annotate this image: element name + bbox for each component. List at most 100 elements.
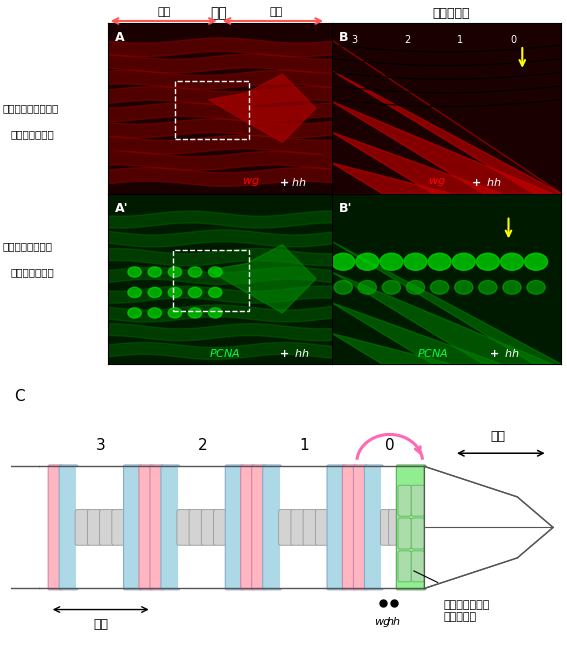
Text: $\mathit{PCNA}$: $\mathit{PCNA}$ (209, 347, 240, 359)
Text: $\mathit{wg}$: $\mathit{wg}$ (242, 176, 260, 188)
FancyBboxPatch shape (177, 510, 191, 545)
FancyBboxPatch shape (161, 465, 180, 590)
Circle shape (128, 308, 141, 318)
Circle shape (356, 253, 379, 270)
Text: 1: 1 (457, 35, 463, 45)
Circle shape (524, 253, 548, 270)
FancyBboxPatch shape (353, 465, 368, 590)
FancyBboxPatch shape (291, 510, 305, 545)
Text: 腹側: 腹側 (210, 7, 227, 20)
Text: 胴部: 胴部 (157, 7, 170, 17)
Text: 尾部: 尾部 (269, 7, 282, 17)
Circle shape (209, 267, 222, 277)
Text: C: C (14, 389, 25, 404)
Text: A': A' (115, 202, 128, 215)
Circle shape (148, 267, 162, 277)
Circle shape (128, 267, 141, 277)
Text: 一列の細胞での
増殖活性化: 一列の細胞での 増殖活性化 (443, 600, 489, 622)
Text: $\mathit{hh}$: $\mathit{hh}$ (504, 347, 519, 359)
Circle shape (358, 281, 376, 294)
Bar (280, 466, 329, 588)
FancyBboxPatch shape (398, 485, 411, 516)
Text: 0: 0 (510, 35, 516, 45)
Text: 3: 3 (352, 35, 358, 45)
Polygon shape (332, 132, 502, 194)
Text: ４倍に拡大: ４倍に拡大 (432, 7, 469, 20)
FancyBboxPatch shape (48, 465, 62, 590)
Polygon shape (332, 272, 552, 364)
Circle shape (148, 287, 162, 298)
FancyBboxPatch shape (150, 465, 164, 590)
Polygon shape (332, 241, 561, 364)
FancyBboxPatch shape (214, 510, 228, 545)
FancyBboxPatch shape (252, 465, 266, 590)
FancyBboxPatch shape (388, 510, 399, 545)
Circle shape (430, 281, 449, 294)
FancyBboxPatch shape (315, 510, 330, 545)
FancyBboxPatch shape (398, 551, 411, 582)
Circle shape (168, 287, 181, 298)
FancyBboxPatch shape (201, 510, 216, 545)
Polygon shape (332, 333, 451, 364)
Circle shape (452, 253, 475, 270)
Text: 2: 2 (198, 438, 208, 453)
FancyBboxPatch shape (124, 465, 142, 590)
Text: 1: 1 (299, 438, 309, 453)
Text: B': B' (338, 202, 352, 215)
FancyBboxPatch shape (398, 518, 411, 549)
Polygon shape (332, 163, 451, 194)
FancyBboxPatch shape (189, 510, 204, 545)
Circle shape (476, 253, 500, 270)
Polygon shape (332, 302, 502, 364)
Text: +: + (472, 178, 481, 188)
Circle shape (503, 281, 521, 294)
Bar (382, 466, 398, 588)
Text: B: B (338, 31, 348, 45)
FancyBboxPatch shape (411, 485, 424, 516)
Circle shape (455, 281, 473, 294)
Text: $\mathit{wg}$: $\mathit{wg}$ (428, 176, 446, 188)
Text: $\mathit{hh}$: $\mathit{hh}$ (294, 347, 309, 359)
Circle shape (332, 253, 354, 270)
Bar (173, 250, 249, 311)
Circle shape (428, 253, 451, 270)
FancyBboxPatch shape (365, 465, 383, 590)
Text: wg: wg (374, 617, 391, 626)
Polygon shape (209, 74, 316, 142)
FancyBboxPatch shape (396, 465, 426, 590)
FancyBboxPatch shape (327, 465, 346, 590)
Circle shape (501, 253, 523, 270)
Text: 2: 2 (404, 35, 411, 45)
Polygon shape (332, 40, 561, 194)
Circle shape (479, 281, 497, 294)
Text: 3: 3 (96, 438, 105, 453)
Circle shape (148, 308, 162, 318)
FancyBboxPatch shape (303, 510, 318, 545)
Circle shape (407, 281, 425, 294)
FancyBboxPatch shape (87, 510, 102, 545)
Circle shape (168, 267, 181, 277)
Text: $\mathit{hh}$: $\mathit{hh}$ (291, 176, 307, 188)
Circle shape (188, 287, 202, 298)
Text: hh: hh (387, 617, 400, 626)
Text: 体節: 体節 (93, 618, 108, 631)
Circle shape (128, 287, 141, 298)
FancyBboxPatch shape (380, 510, 391, 545)
Text: +: + (280, 178, 289, 188)
FancyBboxPatch shape (59, 465, 78, 590)
FancyBboxPatch shape (278, 510, 293, 545)
FancyBboxPatch shape (342, 465, 357, 590)
Polygon shape (209, 245, 316, 313)
FancyBboxPatch shape (411, 551, 424, 582)
FancyBboxPatch shape (139, 465, 153, 590)
Circle shape (188, 308, 202, 318)
Circle shape (334, 281, 352, 294)
Polygon shape (424, 466, 553, 588)
Polygon shape (332, 71, 561, 194)
Text: +: + (490, 349, 500, 359)
Text: $\mathit{hh}$: $\mathit{hh}$ (485, 176, 501, 188)
Polygon shape (332, 102, 552, 194)
Circle shape (382, 281, 401, 294)
Text: 細胞増殖マーカー: 細胞増殖マーカー (3, 241, 53, 251)
FancyBboxPatch shape (240, 465, 255, 590)
